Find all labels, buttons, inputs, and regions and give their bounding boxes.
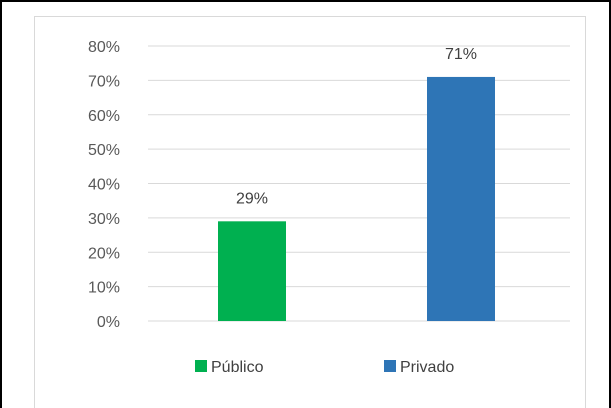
legend-label: Público [211, 359, 264, 376]
legend-label: Privado [400, 359, 454, 376]
data-label: 29% [236, 190, 268, 207]
y-tick-label: 30% [88, 211, 120, 228]
chart-area [34, 16, 586, 408]
legend-swatch [195, 360, 207, 372]
y-tick-label: 0% [97, 314, 120, 331]
y-tick-label: 60% [88, 108, 120, 125]
y-tick-label: 20% [88, 245, 120, 262]
bar-publico [218, 221, 286, 321]
y-tick-label: 10% [88, 280, 120, 297]
y-tick-label: 50% [88, 142, 120, 159]
y-tick-label: 40% [88, 177, 120, 194]
data-label: 71% [445, 46, 477, 63]
legend-swatch [384, 360, 396, 372]
y-tick-label: 70% [88, 73, 120, 90]
y-tick-label: 80% [88, 39, 120, 56]
bar-privado [427, 76, 495, 321]
